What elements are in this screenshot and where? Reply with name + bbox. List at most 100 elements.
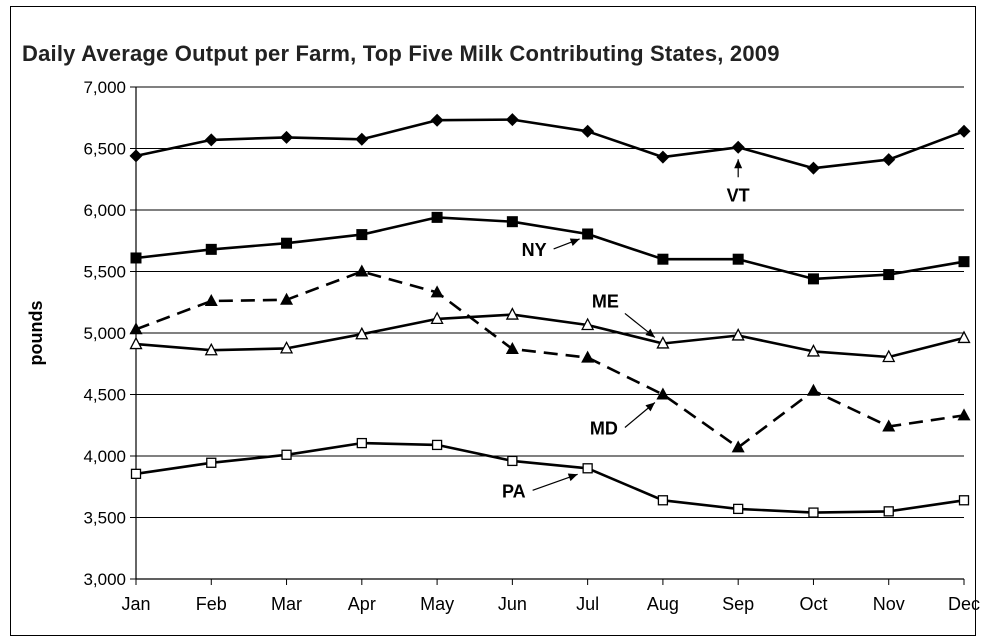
callout-label-me: ME	[592, 291, 619, 311]
point-ny-mar	[281, 237, 293, 249]
point-me-aug	[656, 336, 670, 349]
y-tick-label-7: 6,500	[83, 140, 126, 159]
series-line-pa	[135, 441, 965, 514]
x-tick-label-oct: Oct	[799, 594, 827, 614]
x-tick-label-feb: Feb	[196, 594, 227, 614]
series-line-vt	[135, 118, 965, 170]
point-ny-feb	[205, 243, 217, 255]
point-pa-mar	[281, 449, 292, 460]
point-md-apr	[355, 264, 369, 277]
point-me-apr	[355, 326, 369, 340]
point-ny-aug	[657, 253, 669, 265]
point-pa-oct	[808, 507, 819, 518]
point-pa-aug	[657, 495, 669, 506]
x-tick-label-apr: Apr	[348, 594, 376, 614]
point-me-jan	[129, 336, 143, 350]
point-ny-nov	[883, 269, 895, 281]
point-pa-apr	[356, 437, 367, 449]
point-me-nov	[882, 349, 896, 363]
point-ny-apr	[356, 229, 368, 241]
point-ny-dec	[958, 256, 970, 268]
point-pa-nov	[883, 506, 894, 517]
callout-arrowhead-md	[645, 402, 655, 412]
x-tick-label-aug: Aug	[647, 594, 679, 614]
callout-label-ny: NY	[522, 240, 547, 260]
x-tick-label-may: May	[420, 594, 454, 614]
callout-label-md: MD	[590, 419, 618, 439]
callout-label-pa: PA	[502, 481, 526, 501]
callout-arrowhead-vt	[734, 159, 743, 169]
point-md-jun	[505, 341, 519, 354]
point-pa-jun	[507, 455, 518, 467]
point-md-feb	[204, 294, 218, 307]
callout-label-vt: VT	[727, 185, 750, 205]
point-ny-sep	[732, 253, 744, 265]
y-axis-label: pounds	[26, 301, 46, 366]
point-pa-dec	[958, 495, 970, 506]
point-vt-nov	[882, 153, 896, 167]
point-md-mar	[280, 292, 294, 305]
callout-arrowhead-ny	[569, 238, 580, 246]
point-me-jul	[581, 317, 595, 331]
point-pa-feb	[206, 457, 217, 468]
series-line-ny	[135, 216, 965, 281]
x-tick-label-dec: Dec	[948, 594, 980, 614]
x-tick-label-sep: Sep	[722, 594, 754, 614]
point-ny-oct	[807, 273, 819, 285]
point-md-nov	[882, 419, 896, 432]
y-tick-label-0: 3,000	[83, 570, 126, 589]
x-tick-label-nov: Nov	[873, 594, 905, 614]
point-me-may	[430, 311, 444, 325]
point-md-oct	[806, 383, 820, 396]
point-vt-dec	[957, 124, 971, 138]
point-me-dec	[957, 330, 971, 344]
series-line-md	[135, 270, 965, 449]
point-pa-jan	[130, 468, 142, 479]
point-vt-jun	[505, 113, 519, 127]
point-me-oct	[806, 344, 821, 357]
y-tick-label-5: 5,500	[83, 263, 126, 282]
series-line-me	[135, 313, 965, 359]
callout-arrowhead-pa	[567, 473, 578, 482]
point-vt-feb	[204, 133, 218, 147]
point-md-dec	[957, 408, 971, 421]
point-vt-jul	[581, 124, 595, 138]
point-ny-jul	[582, 228, 594, 240]
point-vt-mar	[280, 130, 294, 144]
point-ny-may	[431, 211, 443, 223]
chart-frame	[10, 6, 976, 636]
point-pa-sep	[733, 503, 744, 515]
point-me-feb	[204, 342, 218, 356]
point-ny-jan	[130, 252, 142, 264]
point-vt-jan	[129, 149, 143, 163]
point-md-sep	[731, 440, 745, 453]
point-md-may	[430, 285, 444, 298]
x-tick-label-mar: Mar	[271, 594, 302, 614]
chart-title: Daily Average Output per Farm, Top Five …	[22, 41, 780, 66]
point-me-mar	[279, 340, 294, 354]
y-tick-label-8: 7,000	[83, 78, 126, 97]
x-tick-label-jan: Jan	[121, 594, 150, 614]
point-pa-jul	[582, 463, 593, 474]
point-vt-apr	[355, 132, 369, 146]
point-ny-jun	[506, 216, 518, 228]
point-me-sep	[731, 328, 745, 341]
point-vt-may	[430, 113, 444, 127]
point-me-jun	[505, 307, 519, 320]
y-tick-label-4: 5,000	[83, 324, 126, 343]
point-md-jan	[129, 322, 143, 335]
point-vt-aug	[656, 150, 670, 164]
point-vt-sep	[731, 140, 745, 154]
x-tick-label-jun: Jun	[498, 594, 527, 614]
y-tick-label-6: 6,000	[83, 201, 126, 220]
y-tick-label-1: 3,500	[83, 509, 126, 528]
x-tick-label-jul: Jul	[576, 594, 599, 614]
y-tick-label-2: 4,000	[83, 447, 126, 466]
callout-arrowhead-me	[645, 328, 655, 338]
point-pa-may	[431, 439, 443, 451]
point-md-jul	[581, 350, 595, 363]
y-tick-label-3: 4,500	[83, 386, 126, 405]
point-vt-oct	[806, 161, 820, 175]
point-md-aug	[656, 387, 670, 400]
